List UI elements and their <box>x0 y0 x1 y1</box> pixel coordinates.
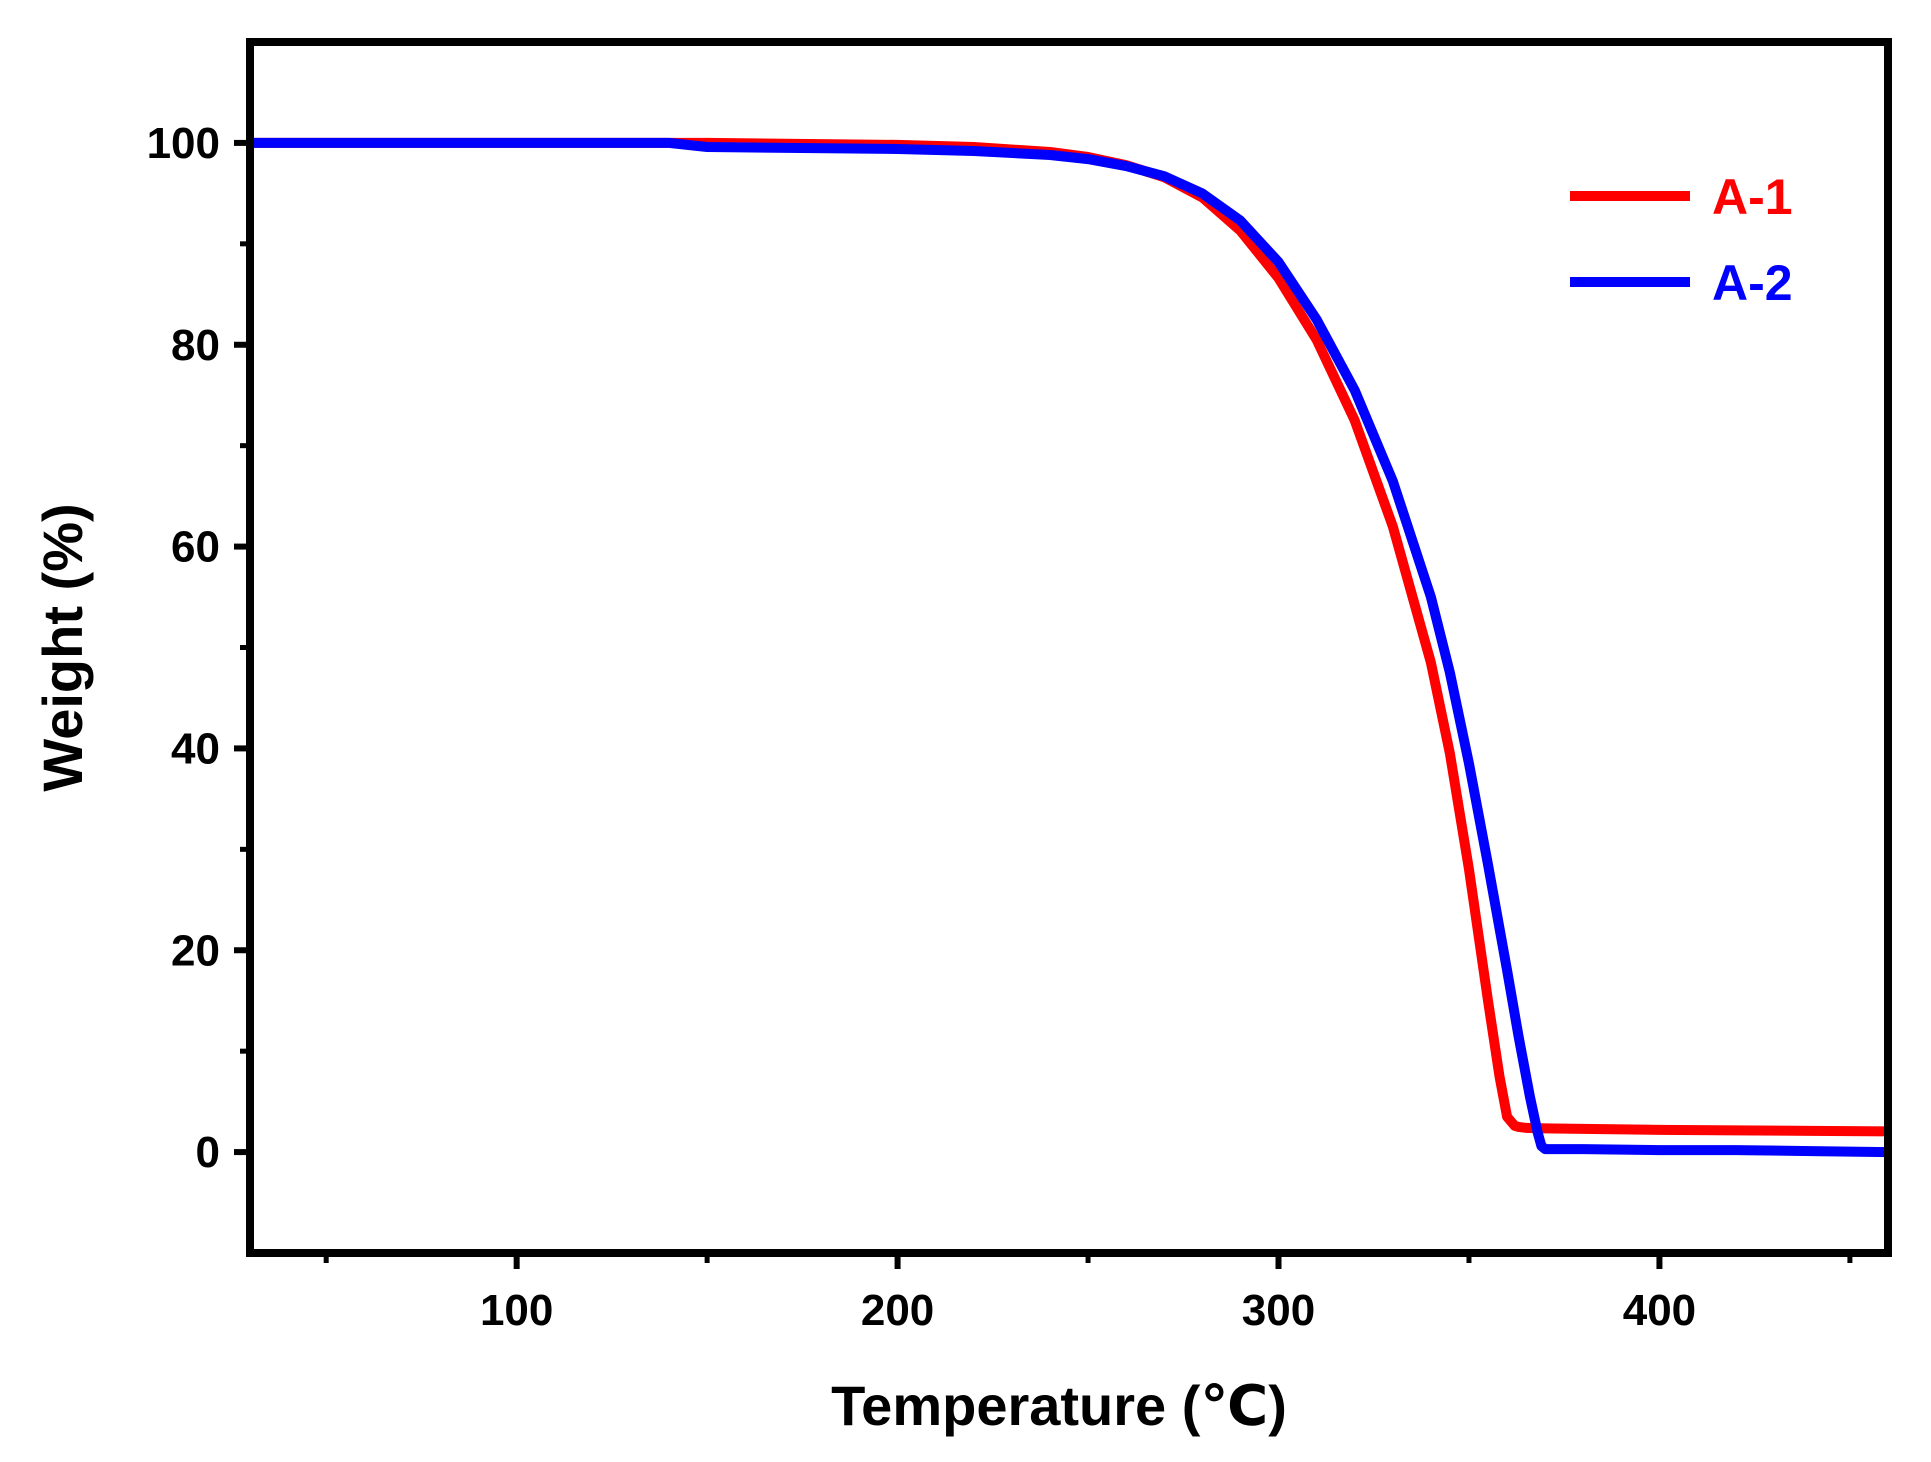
x-tick-label: 200 <box>861 1286 934 1335</box>
series-line-a-1 <box>250 137 1888 1137</box>
y-tick-label: 60 <box>171 523 220 572</box>
y-tick-label: 100 <box>147 119 220 168</box>
y-tick-label: 20 <box>171 926 220 975</box>
legend-label-a-2: A-2 <box>1712 255 1793 311</box>
legend-label-a-1: A-1 <box>1712 169 1793 225</box>
x-tick-label: 100 <box>480 1286 553 1335</box>
y-tick-label: 40 <box>171 724 220 773</box>
y-tick-label: 0 <box>196 1128 220 1177</box>
x-axis-label: Temperature (℃) <box>831 1374 1287 1437</box>
series-line-a-2 <box>250 137 1888 1158</box>
axis-ticks <box>234 139 1853 1269</box>
x-tick-label: 400 <box>1623 1286 1696 1335</box>
x-tick-label: 300 <box>1242 1286 1315 1335</box>
y-tick-label: 80 <box>171 321 220 370</box>
y-axis-label: Weight (%) <box>31 503 94 791</box>
plot-frame <box>246 38 1892 1257</box>
legend: A-1 A-2 <box>1570 169 1793 311</box>
tick-labels: 100 200 300 400 0 20 40 60 80 100 <box>147 119 1697 1335</box>
series-layer <box>250 137 1888 1158</box>
